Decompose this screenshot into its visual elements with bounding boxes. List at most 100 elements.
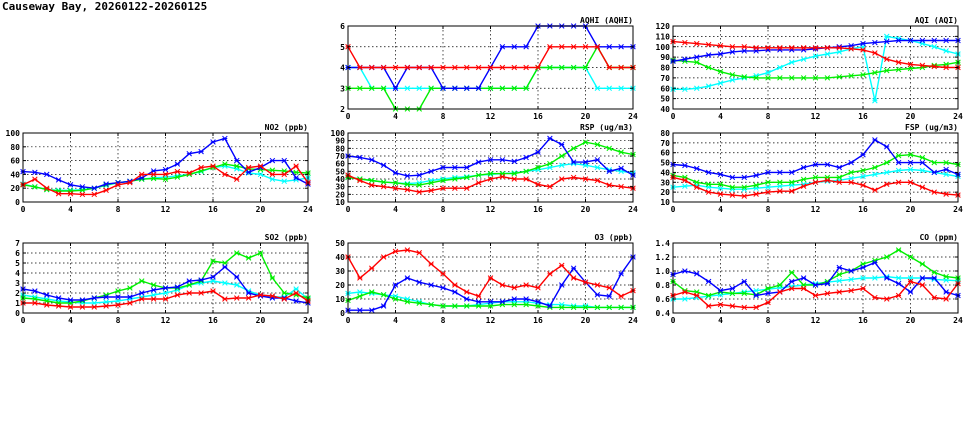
rsp-data-point <box>523 168 529 175</box>
so2-data-point <box>127 285 133 291</box>
co-y-tick-label: 0.8 <box>656 281 671 290</box>
aqhi-data-point <box>463 85 470 92</box>
co-data-point <box>705 278 712 285</box>
fsp-data-point <box>836 164 843 171</box>
no2-data-point <box>150 175 157 182</box>
so2-data-point <box>43 292 50 298</box>
no2-data-point <box>67 190 74 197</box>
no2-data-point <box>162 166 169 173</box>
aqi-data-point <box>800 45 807 51</box>
rsp-y-tick-label: 10 <box>335 198 345 207</box>
o3-data-point <box>570 265 577 271</box>
rsp-data-point <box>558 153 565 159</box>
o3-x-tick-label: 0 <box>346 316 351 325</box>
aqi-data-point <box>705 52 712 58</box>
fsp-x-tick-label: 4 <box>718 205 723 214</box>
rsp-data-point <box>463 164 470 171</box>
o3-data-point <box>368 265 375 271</box>
no2-data-point <box>186 170 193 176</box>
aqi-data-point <box>931 43 938 50</box>
co-x-tick-label: 0 <box>671 316 676 325</box>
o3-data-point <box>594 304 601 311</box>
fsp-data-point <box>800 164 807 171</box>
fsp-data-point <box>729 192 736 198</box>
fsp-data-point <box>931 159 938 166</box>
so2-data-point <box>222 264 228 270</box>
page-title: Causeway Bay, 20260122-20260125 <box>2 0 208 13</box>
no2-x-tick-label: 0 <box>21 205 26 214</box>
aqi-data-point <box>848 73 854 79</box>
co-data-point <box>895 280 902 287</box>
rsp-data-point <box>404 173 411 179</box>
aqi-data-point <box>717 51 724 57</box>
aqhi-data-point <box>475 64 482 71</box>
o3-x-tick-label: 16 <box>533 316 543 325</box>
rsp-data-point <box>440 164 446 171</box>
so2-y-tick-label: 7 <box>15 239 20 248</box>
no2-data-point <box>32 169 38 176</box>
rsp-data-point <box>368 177 375 184</box>
aqhi-data-point <box>475 85 482 92</box>
so2-y-tick-label: 0 <box>15 309 20 318</box>
rsp-x-tick-label: 24 <box>628 205 638 214</box>
aqi-data-point <box>765 45 771 51</box>
so2-data-point <box>32 288 38 294</box>
so2-data-point <box>222 280 228 286</box>
aqi-data-point <box>753 75 759 81</box>
fsp-data-point <box>705 181 712 188</box>
fsp-data-point <box>682 162 688 169</box>
fsp-data-point <box>765 184 771 190</box>
so2-data-point <box>91 304 98 310</box>
aqi-y-tick-label: 90 <box>660 53 670 62</box>
fsp-data-point <box>788 179 795 186</box>
fsp-data-point <box>872 187 878 193</box>
rsp-data-point <box>440 185 446 191</box>
no2-data-point <box>257 171 264 178</box>
fsp-data-point <box>943 159 949 166</box>
rsp-data-point <box>558 176 565 182</box>
rsp-data-point <box>511 158 518 165</box>
co-data-point <box>824 290 831 297</box>
fsp-data-point <box>812 161 819 168</box>
o3-data-point <box>392 282 399 288</box>
rsp-data-point <box>357 154 363 161</box>
fsp-data-point <box>848 169 854 176</box>
fsp-y-tick-label: 50 <box>660 159 670 168</box>
aqhi-data-point <box>558 64 565 71</box>
no2-data-point <box>198 164 204 171</box>
co-data-point <box>753 292 759 299</box>
aqhi-data-point <box>570 64 577 71</box>
co-data-point <box>812 282 819 288</box>
fsp-data-point <box>872 164 878 171</box>
co-data-point <box>872 294 878 301</box>
o3-x-tick-label: 24 <box>628 316 638 325</box>
o3-data-point <box>523 296 529 302</box>
so2-data-point <box>210 288 216 294</box>
so2-data-point <box>293 286 299 292</box>
no2-data-point <box>91 185 98 191</box>
no2-data-point <box>293 169 299 176</box>
aqhi-y-tick-label: 4 <box>340 64 345 73</box>
rsp-data-point <box>416 172 423 178</box>
fsp-data-point <box>788 169 795 176</box>
fsp-data-point <box>919 159 926 166</box>
o3-data-point <box>582 279 589 285</box>
co-data-point <box>883 254 890 260</box>
fsp-data-point <box>836 174 843 181</box>
aqhi-data-point <box>392 85 399 92</box>
so2-data-point <box>233 295 240 301</box>
aqhi-data-point <box>570 43 577 50</box>
so2-data-point <box>281 290 288 296</box>
so2-data-point <box>269 275 276 281</box>
so2-x-tick-label: 4 <box>68 316 73 325</box>
so2-data-point <box>79 297 86 303</box>
o3-data-point <box>392 248 399 255</box>
aqi-data-point <box>883 38 890 45</box>
aqi-data-point <box>931 63 938 70</box>
so2-data-point <box>186 290 193 296</box>
co-data-point <box>943 289 949 295</box>
o3-data-point <box>558 304 565 311</box>
co-data-point <box>943 273 949 280</box>
rsp-data-point <box>404 186 411 193</box>
